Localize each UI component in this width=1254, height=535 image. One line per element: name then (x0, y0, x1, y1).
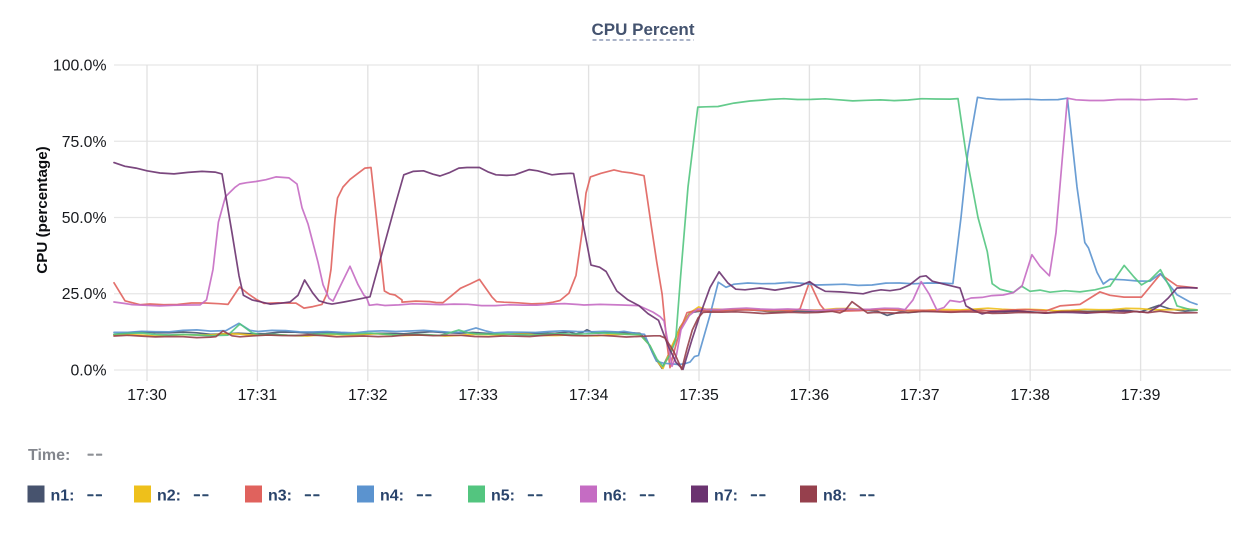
svg-text:n5:: n5: (491, 488, 515, 505)
svg-text:Time:: Time: (28, 447, 70, 464)
svg-text:CPU Percent: CPU Percent (592, 20, 695, 39)
svg-text:25.0%: 25.0% (62, 286, 107, 303)
svg-text:n2:: n2: (157, 488, 181, 505)
svg-text:n6:: n6: (603, 488, 627, 505)
svg-text:0.0%: 0.0% (70, 363, 106, 380)
svg-text:17:36: 17:36 (790, 387, 830, 404)
svg-text:n1:: n1: (51, 488, 75, 505)
svg-text:n8:: n8: (823, 488, 847, 505)
svg-text:17:30: 17:30 (127, 387, 167, 404)
svg-text:100.0%: 100.0% (53, 58, 107, 75)
svg-text:17:35: 17:35 (679, 387, 719, 404)
svg-text:17:32: 17:32 (348, 387, 388, 404)
svg-text:CPU (percentage): CPU (percentage) (34, 146, 51, 273)
svg-text:75.0%: 75.0% (62, 134, 107, 151)
svg-text:17:34: 17:34 (569, 387, 609, 404)
svg-text:n7:: n7: (714, 488, 738, 505)
svg-text:50.0%: 50.0% (62, 210, 107, 227)
svg-text:17:38: 17:38 (1010, 387, 1050, 404)
svg-text:17:37: 17:37 (900, 387, 940, 404)
svg-text:17:31: 17:31 (238, 387, 278, 404)
svg-text:17:39: 17:39 (1121, 387, 1161, 404)
svg-text:17:33: 17:33 (458, 387, 498, 404)
svg-text:n4:: n4: (380, 488, 404, 505)
svg-text:n3:: n3: (268, 488, 292, 505)
